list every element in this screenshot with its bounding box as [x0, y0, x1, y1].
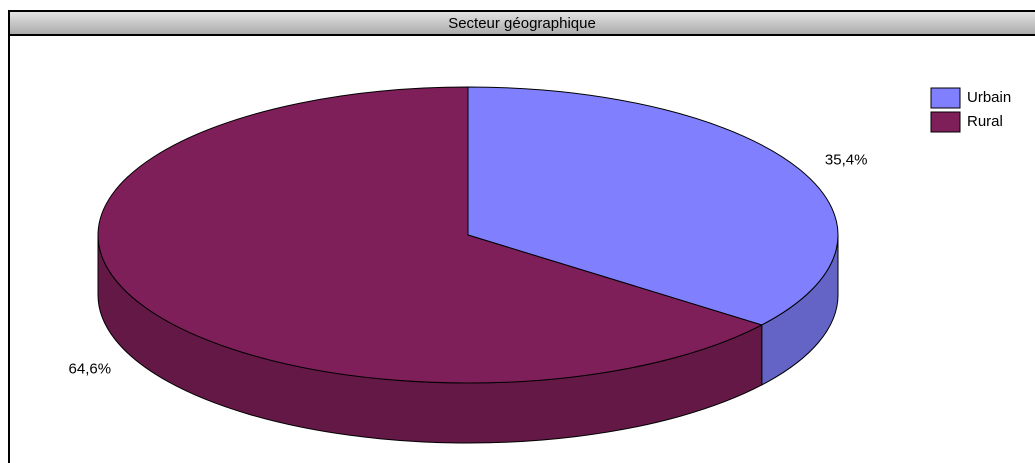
pie-slice [97, 86, 764, 384]
title-bar [8, 10, 1035, 36]
legend-swatch [930, 87, 961, 109]
legend-label: Urbain [967, 89, 1011, 106]
chart-title: Secteur géographique [448, 15, 596, 32]
legend-swatch [930, 111, 961, 133]
data-label: 64,6% [69, 361, 112, 378]
pie-slice [467, 86, 839, 326]
data-label: 35,4% [825, 151, 868, 168]
legend-label: Rural [967, 113, 1003, 130]
